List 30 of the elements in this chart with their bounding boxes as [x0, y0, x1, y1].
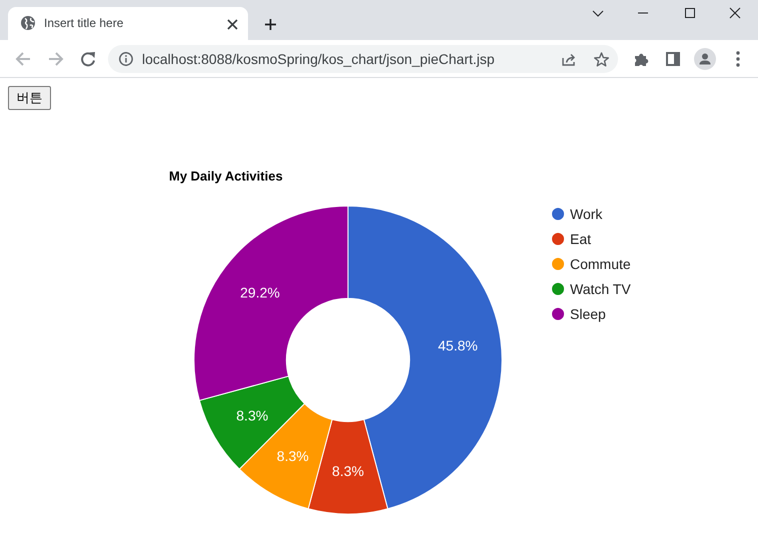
text: localhost:8088/kosmoSpring/kos_chart/json_pieChart.jsp	[142, 51, 495, 67]
text: Insert title here	[44, 16, 124, 31]
chevron-down-icon[interactable]	[593, 10, 603, 16]
legend-label: Watch TV	[570, 281, 632, 297]
plus-icon[interactable]	[264, 18, 276, 30]
side-panel-icon[interactable]	[666, 52, 680, 66]
data-label: 8.3%	[332, 462, 364, 479]
avatar-icon[interactable]	[694, 48, 716, 70]
close-icon[interactable]	[730, 8, 740, 18]
maximize-icon[interactable]	[685, 8, 695, 18]
data-label: 8.3%	[236, 408, 268, 424]
address-field[interactable]	[108, 45, 618, 73]
reload-icon[interactable]	[81, 52, 95, 66]
minimize-icon[interactable]	[638, 12, 648, 14]
legend-label: Sleep	[570, 306, 606, 322]
tab[interactable]	[8, 7, 248, 40]
chart-title: My Daily Activities	[169, 168, 283, 184]
button[interactable]: 버튼	[8, 86, 51, 110]
data-label: 8.3%	[276, 448, 309, 464]
legend-label: Eat	[570, 231, 592, 247]
data-label: 45.8%	[438, 338, 478, 354]
menu-icon[interactable]	[736, 51, 740, 67]
star-icon[interactable]	[594, 52, 608, 66]
puzzle-icon[interactable]	[634, 52, 648, 66]
share-icon[interactable]	[562, 52, 576, 66]
data-label: 29.2%	[240, 284, 280, 301]
legend-label: Work	[570, 206, 604, 222]
close-icon[interactable]	[228, 20, 236, 28]
info-icon[interactable]	[119, 52, 133, 66]
legend-label: Commute	[570, 256, 631, 272]
